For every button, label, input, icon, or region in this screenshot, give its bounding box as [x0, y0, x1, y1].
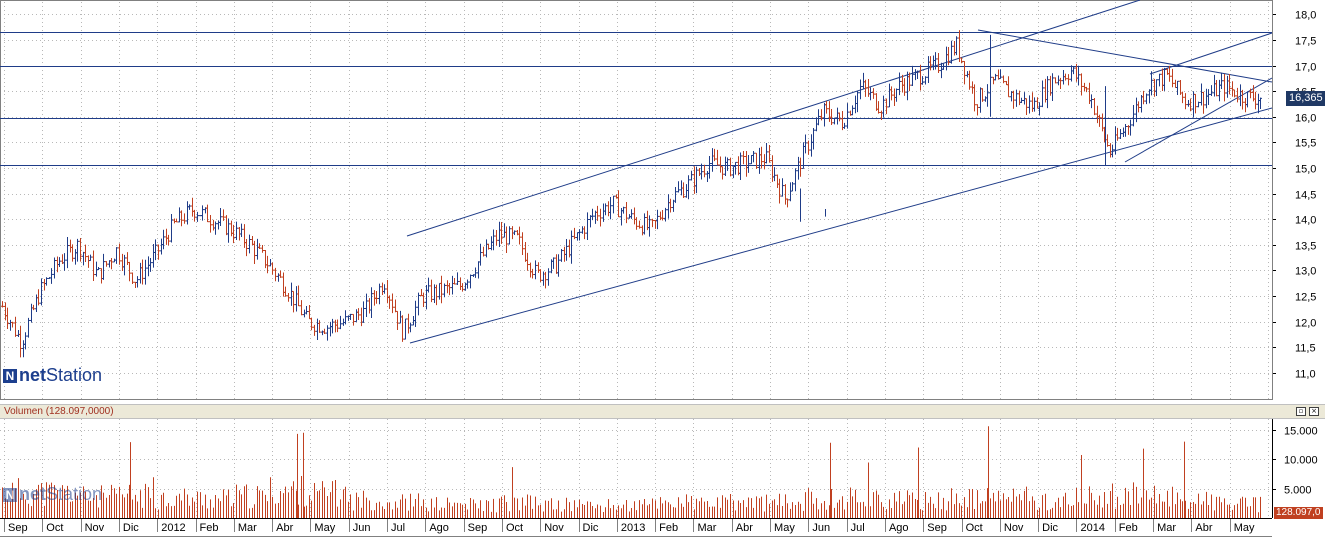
volume-y-tick-label: 10.000 — [1284, 455, 1318, 467]
price-bars — [1, 30, 1262, 358]
x-tick-label: Sep — [927, 522, 947, 534]
volume-plot-area — [0, 419, 1272, 518]
trend-line — [1149, 32, 1273, 75]
x-tick-label: Mar — [697, 522, 716, 534]
volume-y-tick-label: 5.000 — [1284, 485, 1312, 497]
x-tick-label: Nov — [544, 522, 564, 534]
x-tick-label: 2012 — [161, 522, 185, 534]
price-y-tick-label: 11,0 — [1295, 369, 1316, 381]
x-tick-label: Nov — [85, 522, 105, 534]
trend-line — [406, 0, 1141, 237]
price-chart[interactable]: 18,017,517,016,516,015,515,014,514,013,5… — [0, 0, 1325, 404]
price-y-tick-label: 15,0 — [1295, 164, 1316, 176]
price-y-tick-label: 11,5 — [1295, 343, 1316, 355]
x-tick-label: Feb — [659, 522, 678, 534]
netstation-logo-mark: N — [3, 369, 17, 383]
x-tick-label: Mar — [1157, 522, 1176, 534]
restore-icon[interactable]: ▫ — [1296, 407, 1306, 416]
x-tick-label: Jul — [851, 522, 865, 534]
x-tick-label: Feb — [200, 522, 219, 534]
price-y-tick-label: 17,0 — [1295, 62, 1316, 74]
logo-net-text-volume: net — [19, 484, 46, 504]
x-tick-label: May — [314, 522, 335, 534]
last-price-flag: 16,365 — [1286, 91, 1325, 106]
x-tick-label: Abr — [736, 522, 753, 534]
x-tick-label: Sep — [8, 522, 28, 534]
price-y-tick-label: 16,0 — [1295, 113, 1316, 125]
price-y-tick-label: 14,0 — [1295, 215, 1316, 227]
volume-bars — [2, 426, 1261, 518]
price-y-tick-label: 17,5 — [1295, 36, 1316, 48]
x-tick-label: May — [1234, 522, 1255, 534]
close-icon[interactable]: × — [1309, 407, 1319, 416]
price-y-tick-label: 13,5 — [1295, 241, 1316, 253]
price-y-tick-label: 12,0 — [1295, 318, 1316, 330]
x-tick-label: Abr — [276, 522, 293, 534]
logo-station-text-volume: Station — [46, 484, 103, 504]
x-tick-label: Feb — [1119, 522, 1138, 534]
price-y-tick-label: 18,0 — [1295, 10, 1316, 22]
price-y-tick-label: 12,5 — [1295, 292, 1316, 304]
x-tick-label: Oct — [506, 522, 523, 534]
x-tick-label: Dic — [583, 522, 599, 534]
x-tick-label: Abr — [1195, 522, 1212, 534]
trend-line — [977, 29, 1273, 83]
x-tick-label: Ago — [429, 522, 449, 534]
x-tick-label: Dic — [123, 522, 139, 534]
logo-net-text: net — [19, 365, 46, 385]
x-tick-label: Nov — [1004, 522, 1024, 534]
x-tick-label: Oct — [46, 522, 63, 534]
trend-line — [409, 107, 1273, 344]
x-tick-label: Dic — [1042, 522, 1058, 534]
x-tick-label: May — [774, 522, 795, 534]
x-tick-label: Mar — [238, 522, 257, 534]
x-tick-label: Ago — [889, 522, 909, 534]
price-plot-area — [0, 0, 1272, 400]
volume-chart[interactable]: 15.000 10.000 5.000 Sep Oct Nov Dic 2012 Feb Mar A… — [0, 419, 1325, 537]
x-tick-label: 2013 — [621, 522, 645, 534]
x-tick-label: Oct — [966, 522, 983, 534]
x-tick-label: Jun — [812, 522, 830, 534]
price-frame — [0, 0, 1273, 400]
price-y-tick-label: 14,5 — [1295, 190, 1316, 202]
logo-station-text: Station — [46, 365, 103, 385]
price-y-tick-label: 13,0 — [1295, 266, 1316, 278]
volume-y-tick-label: 15.000 — [1284, 426, 1318, 438]
x-tick-label: 2014 — [1080, 522, 1104, 534]
netstation-logo-mark-volume: N — [3, 488, 17, 502]
panel-separator[interactable] — [0, 404, 1325, 419]
price-y-tick-label: 15,5 — [1295, 138, 1316, 150]
x-tick-label: Jul — [391, 522, 405, 534]
last-volume-flag: 128.097,0 — [1274, 507, 1323, 519]
x-tick-label: Jun — [353, 522, 371, 534]
x-tick-label: Sep — [468, 522, 488, 534]
volume-panel-title: Volumen (128.097,0000) — [4, 406, 114, 417]
